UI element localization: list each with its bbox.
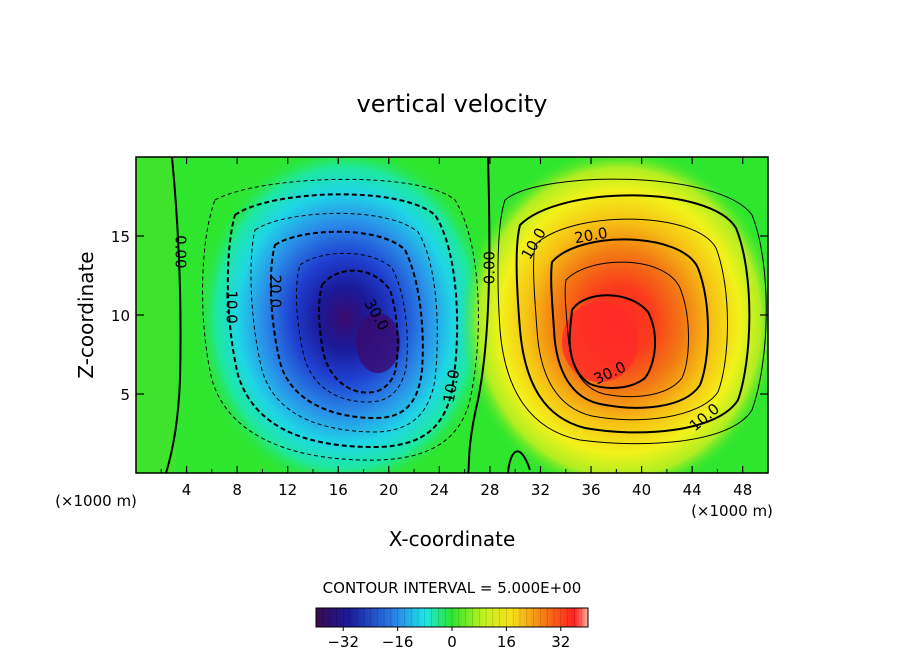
contour-zero-bottom (507, 450, 531, 473)
contour-label: 0.00 (172, 235, 190, 268)
y-tick-label: 15 (111, 228, 130, 246)
x-axis: 4 8 12 16 20 24 28 32 36 40 44 48 (160, 157, 752, 499)
y-tick-label: 5 (120, 386, 130, 404)
updraft-core (562, 302, 638, 382)
colorbar-tick-label: 32 (551, 633, 570, 651)
colorbar-tick-label: −32 (327, 633, 359, 651)
downdraft-fill (195, 157, 495, 473)
x-tick-label: 44 (683, 481, 702, 499)
contour-pos15 (533, 218, 728, 421)
x-tick-label: 24 (430, 481, 449, 499)
x-tick-label: 32 (531, 481, 550, 499)
x-tick-label: 12 (278, 481, 297, 499)
contour-label: 0.00 (480, 251, 498, 284)
contour-neg30 (318, 269, 399, 394)
contour-pos20 (550, 238, 709, 409)
contour-label: 10.0 (222, 290, 240, 323)
x-tick-label: 20 (379, 481, 398, 499)
contour-label: 20.0 (267, 275, 285, 308)
colorbar-tick-label: 16 (497, 633, 516, 651)
contour-lines (165, 157, 767, 473)
contour-pos10 (515, 194, 751, 434)
x-tick-label: 8 (232, 481, 242, 499)
colorbar-stripes (322, 608, 582, 627)
y-axis-label: Z-coordinate (74, 251, 98, 378)
contour-neg10 (226, 193, 459, 449)
x-tick-label: 48 (733, 481, 752, 499)
y-tick-label: 10 (111, 307, 130, 325)
colorbar: −32 −16 0 16 32 (315, 607, 589, 651)
contour-pos30 (568, 294, 656, 389)
contour-neg5 (202, 178, 479, 461)
x-units-right: (×1000 m) (691, 502, 773, 520)
downdraft-core (356, 313, 400, 373)
contour-label: 10.0 (440, 368, 464, 404)
chart-title: vertical velocity (357, 90, 548, 118)
y-axis: 5 10 15 (111, 228, 768, 404)
x-axis-label: X-coordinate (389, 527, 516, 551)
colorbar-tick-label: −16 (382, 633, 414, 651)
x-tick-label: 4 (182, 481, 192, 499)
contour-neg20 (269, 230, 424, 420)
x-units-left: (×1000 m) (55, 492, 137, 510)
x-tick-label: 40 (632, 481, 651, 499)
contour-zero-left (165, 157, 182, 473)
colorbar-tick-label: 0 (447, 633, 457, 651)
contour-neg15 (250, 212, 438, 433)
contour-label: 20.0 (573, 224, 609, 248)
contour-pos25 (564, 261, 689, 398)
contour-neg25 (295, 252, 408, 403)
contour-zero-center (467, 157, 491, 473)
contour-interval-label: CONTOUR INTERVAL = 5.000E+00 (323, 579, 582, 597)
colorbar-ticks: −32 −16 0 16 32 (327, 627, 570, 651)
contour-pos5 (497, 178, 767, 445)
x-tick-label: 16 (329, 481, 348, 499)
x-tick-label: 36 (581, 481, 600, 499)
x-tick-label: 28 (480, 481, 499, 499)
